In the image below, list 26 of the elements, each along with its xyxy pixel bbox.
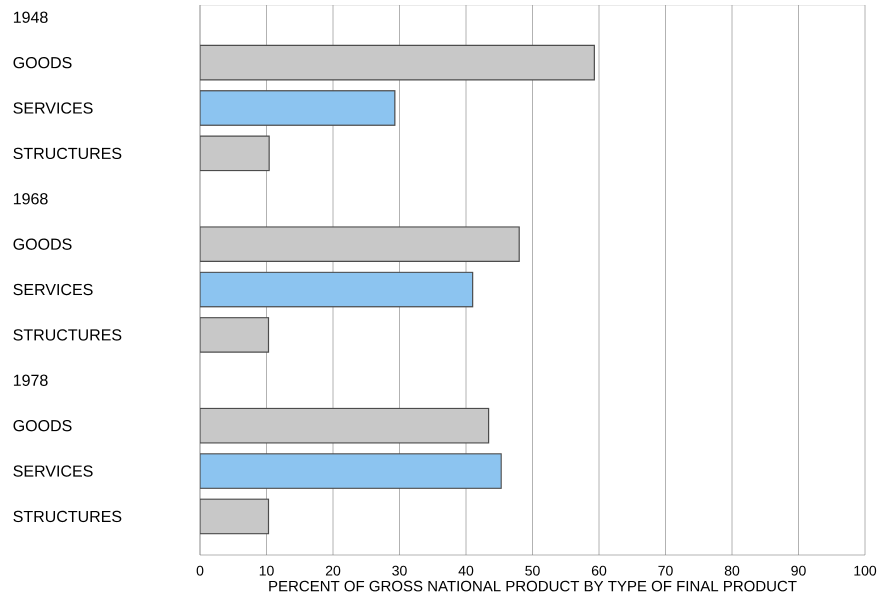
y-tick-label: GOODS bbox=[14, 420, 72, 432]
y-tick-label: GOODS bbox=[14, 56, 72, 68]
y-tick-label: STRUCTURES bbox=[13, 148, 122, 160]
y-tick-label: SERVICES bbox=[13, 284, 93, 296]
bar bbox=[200, 136, 270, 172]
x-tick-label: 20 bbox=[326, 566, 340, 576]
x-tick-label: 60 bbox=[592, 566, 606, 576]
y-tick-label: GOODS bbox=[14, 238, 72, 250]
y-tick-label: 1968 bbox=[14, 193, 48, 204]
x-tick-label: 0 bbox=[196, 566, 204, 576]
y-tick-label: SERVICES bbox=[13, 102, 93, 114]
y-tick-label: STRUCTURES bbox=[13, 510, 122, 522]
y-tick-label: 1978 bbox=[14, 374, 48, 386]
x-tick-label: 100 bbox=[854, 566, 876, 576]
x-tick-label: 50 bbox=[525, 566, 540, 576]
y-tick-label: SERVICES bbox=[13, 465, 93, 477]
x-axis-title: PERCENT OF GROSS NATIONAL PRODUCT BY TYPE OF FINAL PRODUCT bbox=[269, 580, 797, 592]
y-tick-label: STRUCTURES bbox=[13, 329, 122, 341]
y-tick-label: 1948 bbox=[14, 12, 48, 23]
x-tick-label: 10 bbox=[260, 566, 274, 576]
bar bbox=[200, 272, 474, 308]
x-tick-label: 90 bbox=[791, 566, 806, 576]
x-tick-label: 40 bbox=[458, 566, 474, 576]
x-tick-label: 80 bbox=[724, 566, 740, 576]
x-tick-label: 30 bbox=[392, 566, 407, 576]
x-tick-label: 70 bbox=[658, 566, 673, 576]
